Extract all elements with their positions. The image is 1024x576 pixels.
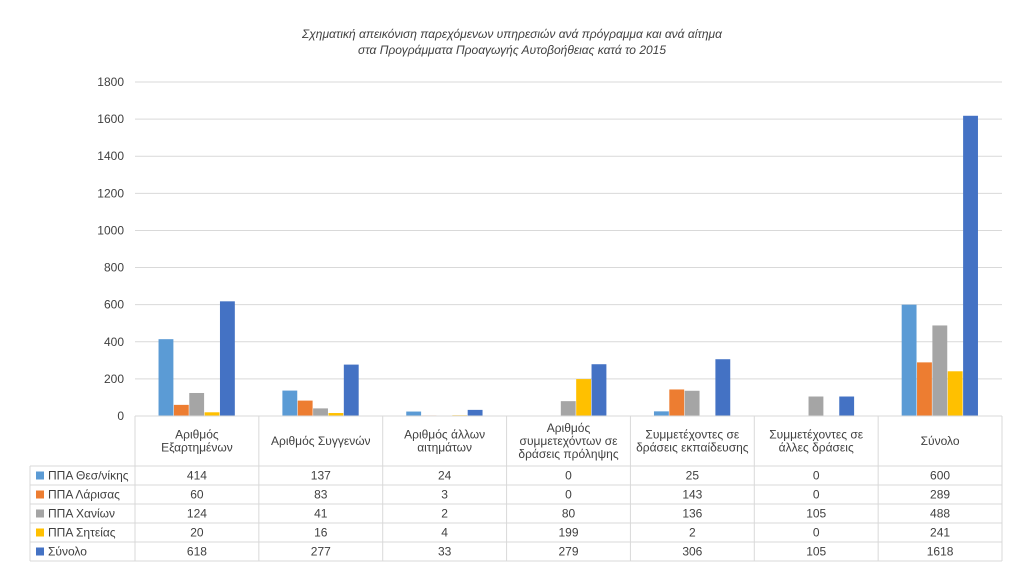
bar — [173, 404, 189, 416]
data-value: 289 — [930, 488, 950, 502]
data-value: 306 — [682, 545, 702, 559]
data-value: 2 — [441, 507, 448, 521]
bar — [343, 364, 359, 416]
data-value: 618 — [187, 545, 207, 559]
legend-label: ΠΠΑ Θεσ/νίκης — [48, 469, 129, 483]
legend-label: Σύνολο — [48, 545, 87, 559]
category-label: δράσεις εκπαίδευσης — [636, 441, 749, 455]
category-label: αιτημάτων — [417, 441, 472, 455]
bar — [963, 115, 978, 416]
data-value: 83 — [314, 488, 328, 502]
category-label: Αριθμός άλλων — [404, 428, 485, 442]
data-value: 0 — [565, 488, 572, 502]
data-value: 2 — [689, 526, 696, 540]
bar — [576, 379, 592, 416]
y-tick-label: 1200 — [97, 186, 124, 200]
data-value: 241 — [930, 526, 950, 540]
legend-swatch — [36, 490, 44, 499]
y-tick-label: 1800 — [97, 75, 124, 89]
data-value: 137 — [311, 469, 331, 483]
bar — [204, 412, 220, 416]
data-value: 16 — [314, 526, 328, 540]
data-value: 4 — [441, 526, 448, 540]
data-value: 60 — [190, 488, 204, 502]
data-value: 0 — [813, 526, 820, 540]
bar — [932, 325, 948, 416]
bar — [715, 359, 731, 416]
y-tick-label: 400 — [104, 335, 124, 349]
category-label: Αριθμός — [175, 428, 219, 442]
data-value: 20 — [190, 526, 204, 540]
bar — [808, 396, 824, 416]
y-tick-label: 0 — [117, 409, 124, 423]
chart-title: Σχηματική απεικόνιση παρεχόμενων υπηρεσι… — [0, 26, 1024, 58]
bar — [406, 411, 422, 416]
category-label: Εξαρτημένων — [161, 441, 233, 455]
data-value: 1618 — [927, 545, 954, 559]
chart-title-line-2: στα Προγράμματα Προαγωγής Αυτοβοήθειας κ… — [357, 43, 667, 57]
data-value: 124 — [187, 507, 207, 521]
data-value: 3 — [441, 488, 448, 502]
data-value: 279 — [558, 545, 578, 559]
category-label: Σύνολο — [921, 434, 960, 448]
category-label: Αριθμός — [547, 421, 591, 435]
data-value: 41 — [314, 507, 328, 521]
legend-swatch — [36, 471, 44, 480]
bar — [560, 401, 576, 416]
y-tick-label: 1400 — [97, 149, 124, 163]
y-tick-label: 1000 — [97, 223, 124, 237]
bar — [328, 413, 344, 416]
data-value: 0 — [565, 469, 572, 483]
legend-label: ΠΠΑ Σητείας — [48, 526, 116, 540]
bar — [901, 304, 917, 416]
category-label: Συμμετέχοντες σε — [769, 428, 864, 442]
data-value: 33 — [438, 545, 452, 559]
data-value: 25 — [686, 469, 700, 483]
data-value: 143 — [682, 488, 702, 502]
legend-label: ΠΠΑ Λάρισας — [48, 488, 120, 502]
bar — [839, 396, 855, 416]
y-tick-label: 800 — [104, 261, 124, 275]
data-value: 414 — [187, 469, 207, 483]
bar — [917, 362, 932, 416]
category-label: Αριθμός Συγγενών — [271, 434, 371, 448]
bar — [684, 390, 700, 416]
data-value: 277 — [311, 545, 331, 559]
bar — [669, 389, 685, 416]
data-value: 600 — [930, 469, 950, 483]
bar — [653, 411, 669, 416]
bar — [591, 364, 607, 416]
legend-label: ΠΠΑ Χανίων — [48, 507, 115, 521]
bar — [297, 400, 313, 416]
data-value: 24 — [438, 469, 452, 483]
bar — [313, 408, 328, 416]
data-value: 0 — [813, 488, 820, 502]
category-label: άλλες δράσεις — [779, 441, 854, 455]
y-tick-label: 600 — [104, 298, 124, 312]
data-value: 105 — [806, 507, 826, 521]
bar — [158, 339, 174, 416]
bar — [947, 371, 963, 416]
data-value: 136 — [682, 507, 702, 521]
bar — [282, 390, 298, 416]
data-value: 199 — [558, 526, 578, 540]
bar — [467, 409, 483, 416]
y-tick-label: 200 — [104, 372, 124, 386]
data-value: 105 — [806, 545, 826, 559]
bar — [189, 392, 205, 416]
y-tick-label: 1600 — [97, 112, 124, 126]
category-label: Συμμετέχοντες σε — [645, 428, 740, 442]
legend-swatch — [36, 547, 44, 556]
category-label: δράσεις πρόληψης — [518, 447, 618, 461]
data-value: 80 — [562, 507, 576, 521]
chart-title-line-1: Σχηματική απεικόνιση παρεχόμενων υπηρεσι… — [302, 27, 722, 41]
legend-swatch — [36, 509, 44, 518]
data-value: 0 — [813, 469, 820, 483]
data-value: 488 — [930, 507, 950, 521]
legend-swatch — [36, 528, 44, 537]
category-label: συμμετεχόντων σε — [520, 434, 619, 448]
bar — [219, 301, 235, 416]
